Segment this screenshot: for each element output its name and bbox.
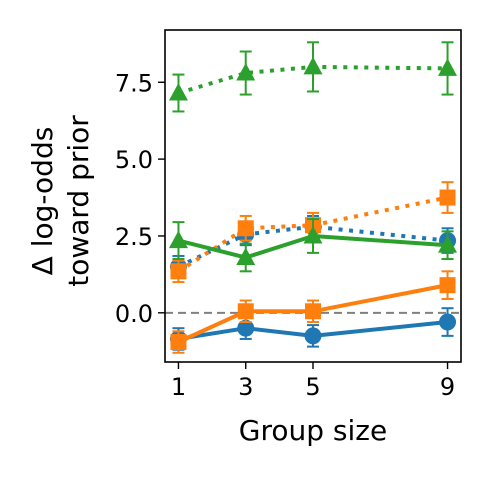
y-axis-label-line: Δ log-odds: [26, 127, 59, 276]
data-point: [305, 303, 321, 320]
y-axis-label: Δ log-odds toward prior: [26, 115, 95, 287]
data-point: [237, 220, 254, 237]
data-point: [304, 327, 322, 345]
y-tick-label: 2.5: [115, 223, 153, 251]
x-axis: 1 3 5 9: [171, 362, 455, 401]
series-line: [177, 283, 448, 344]
data-point: [170, 263, 187, 280]
data-point: [236, 247, 256, 265]
data-point: [438, 58, 458, 76]
data-point: [439, 277, 456, 294]
data-point: [237, 303, 254, 320]
series-4: [168, 218, 458, 273]
x-tick-label: 1: [171, 373, 186, 401]
x-tick-label: 5: [305, 373, 320, 401]
series-5: [168, 41, 458, 113]
series-line: [178, 320, 448, 341]
y-tick-label: 5.0: [115, 146, 153, 174]
data-point: [168, 230, 188, 249]
x-tick-label: 9: [440, 373, 455, 401]
data-point: [237, 319, 255, 337]
data-point: [303, 225, 323, 244]
series-line: [177, 224, 448, 269]
x-tick-label: 3: [238, 373, 253, 401]
data-point: [170, 334, 187, 351]
data-point: [236, 63, 256, 81]
chart-marks: [165, 41, 461, 354]
series-2: [170, 270, 456, 354]
data-point: [439, 313, 457, 331]
x-axis-label: Group size: [239, 414, 387, 447]
series-line: [177, 64, 448, 95]
data-point: [303, 56, 323, 75]
y-tick-label: 7.5: [115, 69, 153, 97]
y-tick-label: 0.0: [115, 300, 153, 328]
series-line: [178, 234, 448, 260]
data-point: [439, 189, 456, 206]
data-point: [168, 83, 188, 101]
y-axis: 0.0 2.5 5.0 7.5: [115, 69, 165, 328]
y-axis-label-line: toward prior: [62, 115, 95, 287]
data-point: [438, 235, 458, 253]
